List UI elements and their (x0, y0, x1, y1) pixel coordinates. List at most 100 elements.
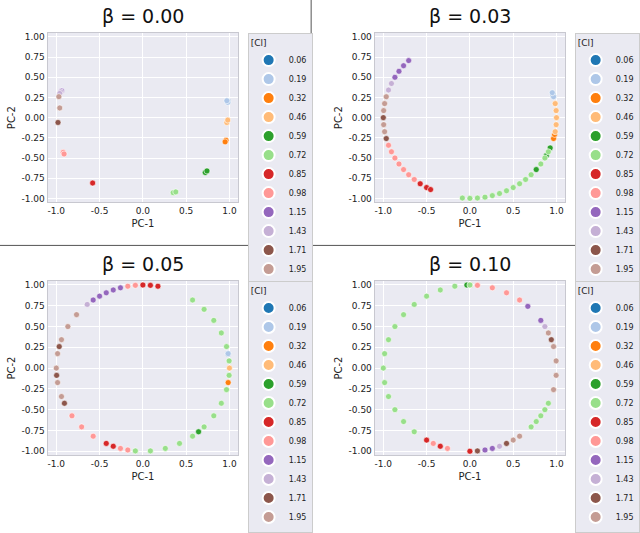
svg-text:0.59: 0.59 (616, 380, 634, 389)
svg-text:-0.5: -0.5 (418, 459, 436, 469)
svg-text:0.25: 0.25 (352, 93, 372, 103)
svg-text:PC-2: PC-2 (6, 357, 17, 380)
svg-text:0.0: 0.0 (463, 459, 478, 469)
svg-text:β = 0.05: β = 0.05 (102, 253, 184, 275)
svg-text:1.00: 1.00 (352, 32, 372, 42)
svg-text:-0.25: -0.25 (22, 133, 45, 143)
svg-text:-0.5: -0.5 (91, 459, 109, 469)
svg-text:1.71: 1.71 (616, 494, 634, 503)
svg-text:0.32: 0.32 (289, 94, 307, 103)
svg-text:-0.75: -0.75 (22, 173, 45, 183)
svg-text:0.50: 0.50 (352, 322, 372, 332)
svg-text:1.95: 1.95 (616, 513, 634, 522)
svg-text:0.00: 0.00 (352, 113, 372, 123)
svg-text:1.43: 1.43 (289, 227, 307, 236)
svg-text:PC-2: PC-2 (333, 357, 344, 380)
svg-text:0.00: 0.00 (352, 363, 372, 373)
svg-text:-0.50: -0.50 (349, 405, 373, 415)
svg-text:0.0: 0.0 (463, 206, 478, 216)
svg-text:[Cl]: [Cl] (578, 286, 594, 296)
svg-text:0.72: 0.72 (616, 399, 634, 408)
svg-text:0.85: 0.85 (616, 418, 634, 427)
svg-text:0.5: 0.5 (506, 206, 520, 216)
svg-text:-1.00: -1.00 (22, 446, 46, 456)
svg-text:-0.50: -0.50 (22, 405, 46, 415)
svg-text:0.46: 0.46 (616, 113, 634, 122)
svg-text:1.0: 1.0 (549, 459, 564, 469)
svg-text:-0.5: -0.5 (418, 206, 436, 216)
svg-text:1.15: 1.15 (289, 456, 307, 465)
svg-text:-0.25: -0.25 (22, 384, 45, 394)
svg-text:1.71: 1.71 (616, 246, 634, 255)
svg-text:1.00: 1.00 (352, 280, 372, 290)
svg-text:0.32: 0.32 (616, 342, 634, 351)
svg-text:0.72: 0.72 (289, 151, 307, 160)
svg-text:0.98: 0.98 (289, 437, 307, 446)
svg-text:-1.00: -1.00 (349, 194, 373, 204)
svg-text:0.06: 0.06 (289, 304, 307, 313)
svg-text:-1.0: -1.0 (375, 206, 393, 216)
svg-text:1.71: 1.71 (289, 246, 307, 255)
svg-text:-1.0: -1.0 (48, 459, 66, 469)
svg-text:0.85: 0.85 (616, 170, 634, 179)
svg-text:PC-1: PC-1 (131, 218, 154, 229)
svg-text:0.06: 0.06 (289, 56, 307, 65)
svg-text:1.15: 1.15 (616, 208, 634, 217)
svg-text:0.72: 0.72 (289, 399, 307, 408)
svg-text:1.15: 1.15 (289, 208, 307, 217)
svg-text:-1.00: -1.00 (22, 194, 46, 204)
svg-text:0.46: 0.46 (616, 361, 634, 370)
svg-text:0.5: 0.5 (506, 459, 520, 469)
svg-text:-0.25: -0.25 (349, 384, 372, 394)
svg-text:1.43: 1.43 (289, 475, 307, 484)
svg-text:1.00: 1.00 (25, 32, 45, 42)
svg-text:1.0: 1.0 (549, 206, 564, 216)
svg-text:-0.75: -0.75 (22, 426, 45, 436)
svg-text:1.0: 1.0 (222, 206, 237, 216)
svg-text:0.75: 0.75 (25, 301, 45, 311)
svg-text:-0.5: -0.5 (91, 206, 109, 216)
svg-text:PC-1: PC-1 (131, 471, 154, 482)
svg-text:-0.75: -0.75 (349, 173, 372, 183)
svg-text:0.19: 0.19 (289, 323, 307, 332)
svg-text:PC-1: PC-1 (458, 471, 481, 482)
svg-text:0.50: 0.50 (25, 322, 45, 332)
svg-text:1.43: 1.43 (616, 475, 634, 484)
svg-text:0.85: 0.85 (289, 418, 307, 427)
svg-text:1.0: 1.0 (222, 459, 237, 469)
svg-text:0.32: 0.32 (289, 342, 307, 351)
svg-text:0.98: 0.98 (616, 189, 634, 198)
svg-text:0.5: 0.5 (179, 206, 193, 216)
svg-text:1.71: 1.71 (289, 494, 307, 503)
svg-text:0.0: 0.0 (136, 459, 151, 469)
svg-text:0.25: 0.25 (352, 342, 372, 352)
svg-text:0.25: 0.25 (25, 93, 45, 103)
svg-text:0.85: 0.85 (289, 170, 307, 179)
svg-text:0.25: 0.25 (25, 342, 45, 352)
svg-text:0.19: 0.19 (616, 75, 634, 84)
svg-text:0.59: 0.59 (289, 132, 307, 141)
svg-text:0.75: 0.75 (352, 301, 372, 311)
svg-text:[Cl]: [Cl] (251, 38, 267, 48)
svg-text:1.95: 1.95 (289, 513, 307, 522)
svg-text:0.06: 0.06 (616, 56, 634, 65)
svg-text:-1.0: -1.0 (48, 206, 66, 216)
svg-text:0.75: 0.75 (25, 52, 45, 62)
svg-text:0.59: 0.59 (289, 380, 307, 389)
svg-text:0.32: 0.32 (616, 94, 634, 103)
svg-text:0.50: 0.50 (352, 72, 372, 82)
svg-text:β = 0.03: β = 0.03 (429, 5, 511, 27)
svg-text:β = 0.00: β = 0.00 (102, 5, 184, 27)
svg-text:0.46: 0.46 (289, 361, 307, 370)
svg-text:[Cl]: [Cl] (251, 286, 267, 296)
svg-text:-1.00: -1.00 (349, 446, 373, 456)
svg-text:[Cl]: [Cl] (578, 38, 594, 48)
svg-text:0.75: 0.75 (352, 52, 372, 62)
svg-text:β = 0.10: β = 0.10 (429, 253, 511, 275)
svg-text:0.50: 0.50 (25, 72, 45, 82)
svg-text:PC-2: PC-2 (6, 106, 17, 129)
svg-text:0.00: 0.00 (25, 113, 45, 123)
svg-text:0.72: 0.72 (616, 151, 634, 160)
svg-text:0.98: 0.98 (289, 189, 307, 198)
svg-text:0.06: 0.06 (616, 304, 634, 313)
